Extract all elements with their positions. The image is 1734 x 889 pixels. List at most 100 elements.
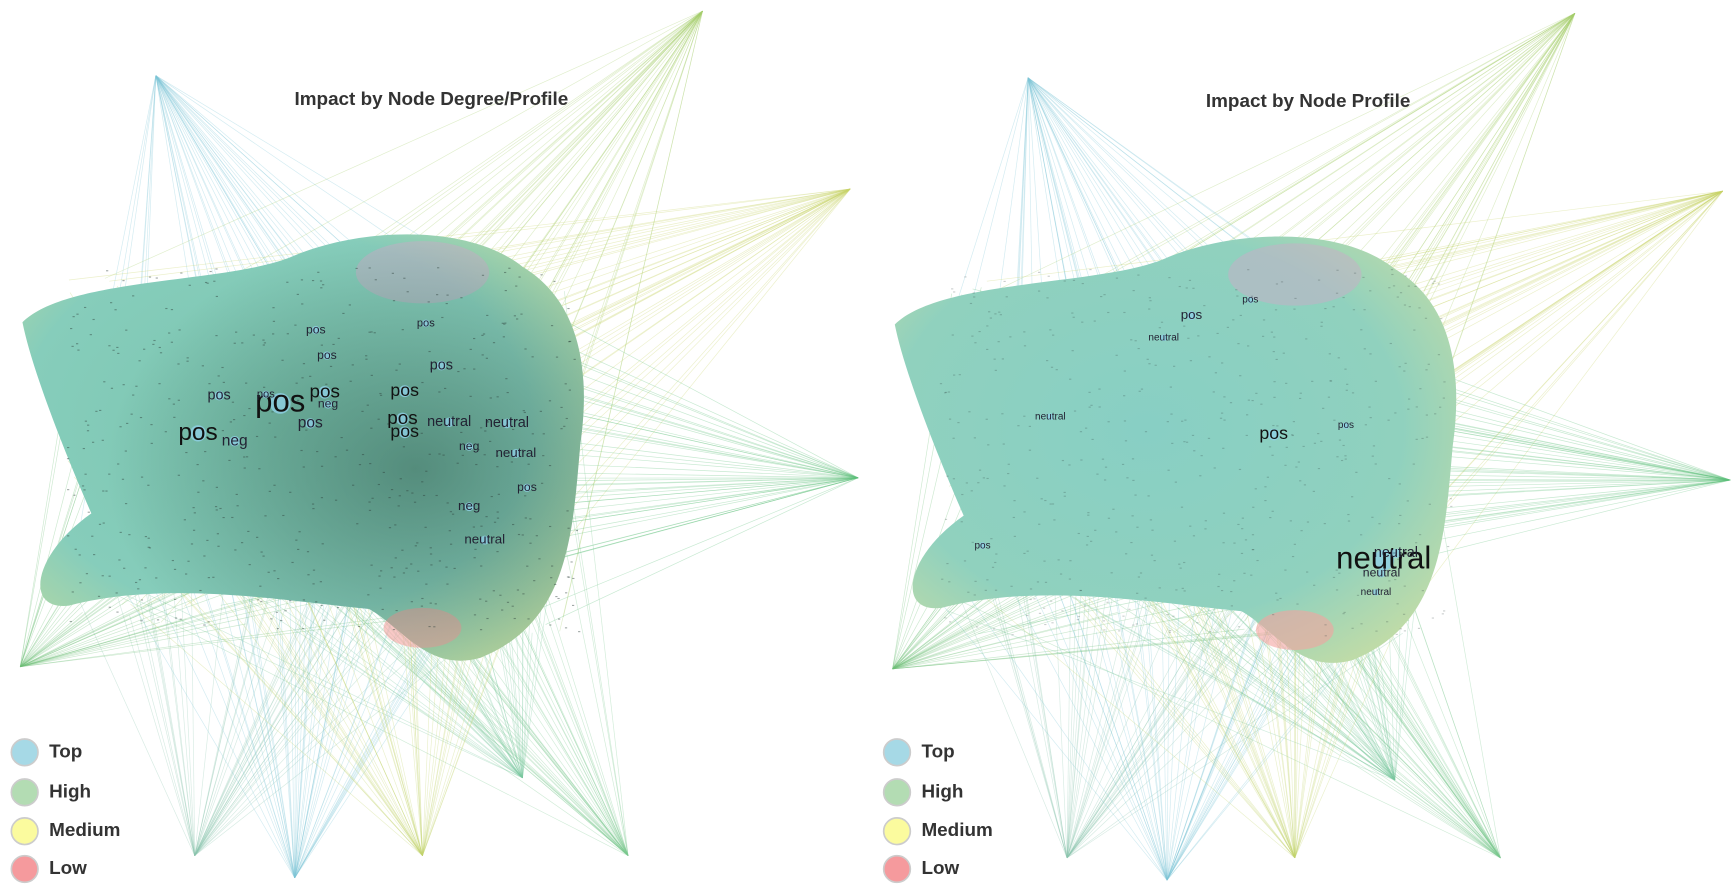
node-label: neutral [427,414,471,430]
node [1391,273,1394,276]
node [1026,550,1029,552]
node [1317,279,1321,281]
node-label: neg [459,439,480,453]
node [481,334,484,336]
node [511,605,514,607]
node [993,358,996,360]
node [1415,542,1418,544]
node [516,589,520,591]
node [1336,456,1339,458]
node [301,377,304,379]
node [473,368,476,370]
node [1332,306,1335,308]
node [1351,392,1355,394]
edge [1045,13,1576,307]
node [974,342,977,344]
node [106,270,109,272]
node [108,345,111,347]
node [368,331,371,333]
node [395,609,398,612]
node [460,431,463,434]
node-label: neutral [1374,545,1418,561]
node-dot [398,426,411,439]
node [1419,388,1422,390]
node [84,473,87,475]
node [948,581,951,583]
node [463,368,466,370]
node [1102,620,1106,622]
node [1013,500,1016,502]
node [1388,580,1391,582]
node [504,271,507,274]
node [1148,363,1151,365]
node [148,276,152,278]
node [1096,473,1099,475]
node [1203,305,1206,307]
node [1241,517,1244,519]
node [1243,572,1246,574]
node [1440,318,1443,320]
node [1173,540,1177,542]
node [196,464,199,466]
node-dot [422,319,430,328]
node [1169,386,1172,388]
node [219,507,222,510]
node [1118,630,1121,632]
node [946,475,949,477]
node [1270,331,1273,333]
node [568,340,572,342]
node [1115,531,1118,533]
node [1009,336,1012,338]
node [332,343,335,346]
node [1293,543,1296,545]
edge [1070,596,1168,881]
node [1196,622,1199,624]
node [515,285,518,287]
node [1053,519,1056,521]
node [1292,421,1296,423]
node [1284,464,1287,466]
legend-swatch [882,817,912,846]
node [1271,510,1274,512]
node [86,430,90,432]
node [1051,622,1054,624]
node [1306,571,1309,573]
node [1213,467,1216,469]
node [268,422,271,424]
edge [943,557,1068,859]
node [475,463,478,466]
node [428,626,431,628]
node [155,277,158,279]
edge [1294,632,1395,859]
node [1112,508,1115,510]
node [1090,404,1093,406]
node [1132,479,1135,481]
node [361,410,364,412]
node [1389,342,1392,345]
node [533,580,536,582]
node [1387,419,1390,421]
node [1237,523,1240,526]
node-label: pos [208,387,231,403]
node [998,311,1001,313]
node-label: pos [309,381,339,402]
node [973,437,976,439]
node [986,579,989,581]
edge [68,188,851,281]
node [524,495,527,497]
node [1135,623,1138,625]
node [1371,455,1374,457]
node [155,577,158,579]
node [965,482,968,484]
node [1183,441,1186,443]
node [493,521,497,523]
node [1282,352,1285,354]
node [1183,590,1186,592]
node [1087,512,1090,514]
node [522,410,525,412]
node [485,516,488,518]
node [319,280,323,282]
node [121,478,125,480]
node-dot [1342,422,1350,429]
node [137,588,140,590]
